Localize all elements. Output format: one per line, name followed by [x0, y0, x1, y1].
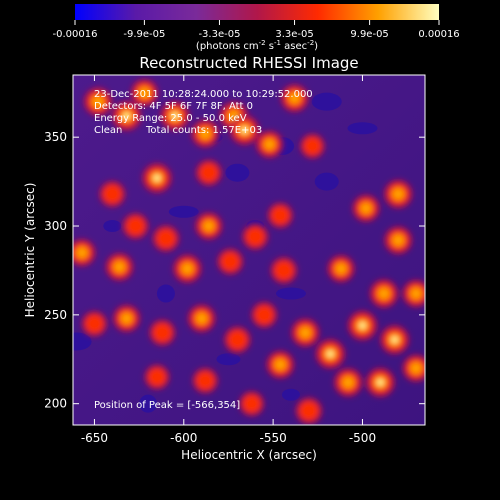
hot-blob-mid	[303, 136, 322, 156]
annotation-clean: Clean	[94, 125, 122, 136]
hot-blob-core	[299, 326, 312, 339]
hot-blob-core	[410, 362, 422, 374]
x-tick-label: -500	[349, 431, 376, 445]
hot-blob-peak	[123, 112, 130, 119]
hot-blob-core	[392, 187, 405, 201]
hot-blob-core	[342, 376, 355, 389]
x-axis-label: Heliocentric X (arcsec)	[181, 448, 317, 462]
y-tick-label: 300	[44, 219, 67, 233]
hot-blob-core	[335, 262, 347, 275]
hot-blob-peak	[241, 127, 248, 134]
colorbar-tick-label: -0.00016	[53, 29, 98, 40]
hot-blob-mid	[245, 227, 265, 247]
dark-blob	[156, 284, 175, 303]
hot-blob-core	[392, 234, 405, 247]
hot-blob-mid	[152, 323, 172, 343]
dark-blob	[225, 163, 250, 182]
hot-blob-peak	[153, 175, 160, 182]
colorbar-tick-label: -3.3e-05	[198, 29, 240, 40]
hot-blobs	[73, 78, 425, 425]
hot-blob-peak	[327, 350, 334, 357]
y-axis-ticks: 200 250 300 350	[44, 130, 425, 411]
y-axis-label: Heliocentric Y (arcsec)	[23, 183, 37, 318]
x-axis-ticks: -650 -600 -550 -500	[81, 75, 376, 445]
hot-blob-core	[199, 127, 212, 140]
hot-blob-mid	[195, 371, 215, 390]
hot-blob-mid	[85, 314, 104, 334]
hot-blob-core	[138, 86, 151, 99]
annotation-energy-range: Energy Range: 25.0 - 50.0 keV	[94, 113, 247, 124]
hot-blob-mid	[199, 163, 219, 183]
y-tick-label: 250	[44, 308, 67, 322]
hot-blob-core	[274, 358, 287, 371]
colorbar-tick-label: -9.9e-05	[123, 29, 165, 40]
dark-blob	[168, 205, 199, 218]
hot-blob-core	[377, 287, 390, 300]
hot-blob-core	[288, 92, 301, 105]
colorbar-ticks: -0.00016 -9.9e-05 -3.3e-05 3.3e-05 9.9e-05 0.…	[53, 20, 460, 40]
x-tick-label: -550	[260, 431, 287, 445]
hot-blob-peak	[171, 112, 178, 119]
hot-blob-core	[76, 246, 88, 259]
hot-blob-core	[195, 312, 208, 325]
dark-blob	[347, 122, 378, 135]
dark-blob	[139, 394, 158, 413]
hot-blob-mid	[156, 228, 176, 249]
x-tick-label: -650	[81, 431, 108, 445]
dark-blob	[103, 220, 122, 233]
annotation-block: 23-Dec-2011 10:28:24.000 to 10:29:52.000…	[94, 89, 313, 136]
hot-blob-peak	[391, 336, 398, 343]
hot-blob-peak	[359, 322, 366, 329]
dark-blob	[314, 172, 339, 191]
y-tick-label: 200	[44, 397, 67, 411]
annotation-total-counts: Total counts: 1.57E+03	[145, 125, 262, 136]
hot-blob-mid	[102, 184, 122, 204]
colorbar-units-label: (photons cm-2 s-1 asec-2)	[196, 39, 318, 52]
hot-blob-core	[410, 287, 422, 300]
colorbar-tick-label: 9.9e-05	[350, 29, 388, 40]
hot-blob-core	[120, 312, 133, 325]
hot-blob-mid	[147, 367, 167, 387]
colorbar: -0.00016 -9.9e-05 -3.3e-05 3.3e-05 9.9e-05 0.…	[53, 4, 460, 52]
hot-blob-core	[203, 220, 215, 232]
hot-blob-core	[113, 260, 126, 273]
hot-blob-mid	[299, 401, 319, 421]
x-tick-label: -600	[170, 431, 197, 445]
colorbar-tick-label: 0.00016	[418, 29, 459, 40]
dark-blob	[73, 332, 92, 351]
annotation-detectors: Detectors: 4F 5F 6F 7F 8F, Att 0	[94, 101, 253, 112]
heatmap-image	[73, 75, 425, 425]
hot-blob-mid	[227, 330, 248, 350]
hot-blob-core	[360, 202, 372, 215]
colorbar-gradient	[75, 4, 439, 20]
hot-blob-core	[181, 262, 194, 275]
chart-title: Reconstructed RHESSI Image	[139, 54, 358, 72]
hot-blob-mid	[270, 206, 290, 225]
hot-blob-core	[263, 138, 276, 151]
hot-blob-mid	[126, 216, 146, 236]
annotation-peak-position: Position of Peak = [-566,354]	[94, 400, 240, 411]
colorbar-tick-label: 3.3e-05	[275, 29, 313, 40]
dark-blob	[216, 353, 241, 366]
hot-blob-mid	[274, 260, 294, 281]
dark-blob	[275, 287, 306, 300]
plot-frame	[72, 74, 426, 426]
y-tick-label: 350	[44, 130, 67, 144]
hot-blob-mid	[242, 394, 261, 413]
hot-blob-core	[91, 95, 105, 108]
annotation-time-range: 23-Dec-2011 10:28:24.000 to 10:29:52.000	[94, 89, 313, 100]
hot-blob-peak	[377, 379, 384, 386]
dark-blob	[311, 92, 342, 111]
hot-blob-mid	[254, 305, 274, 325]
hot-blob-mid	[220, 252, 240, 272]
dark-blob	[281, 388, 300, 401]
